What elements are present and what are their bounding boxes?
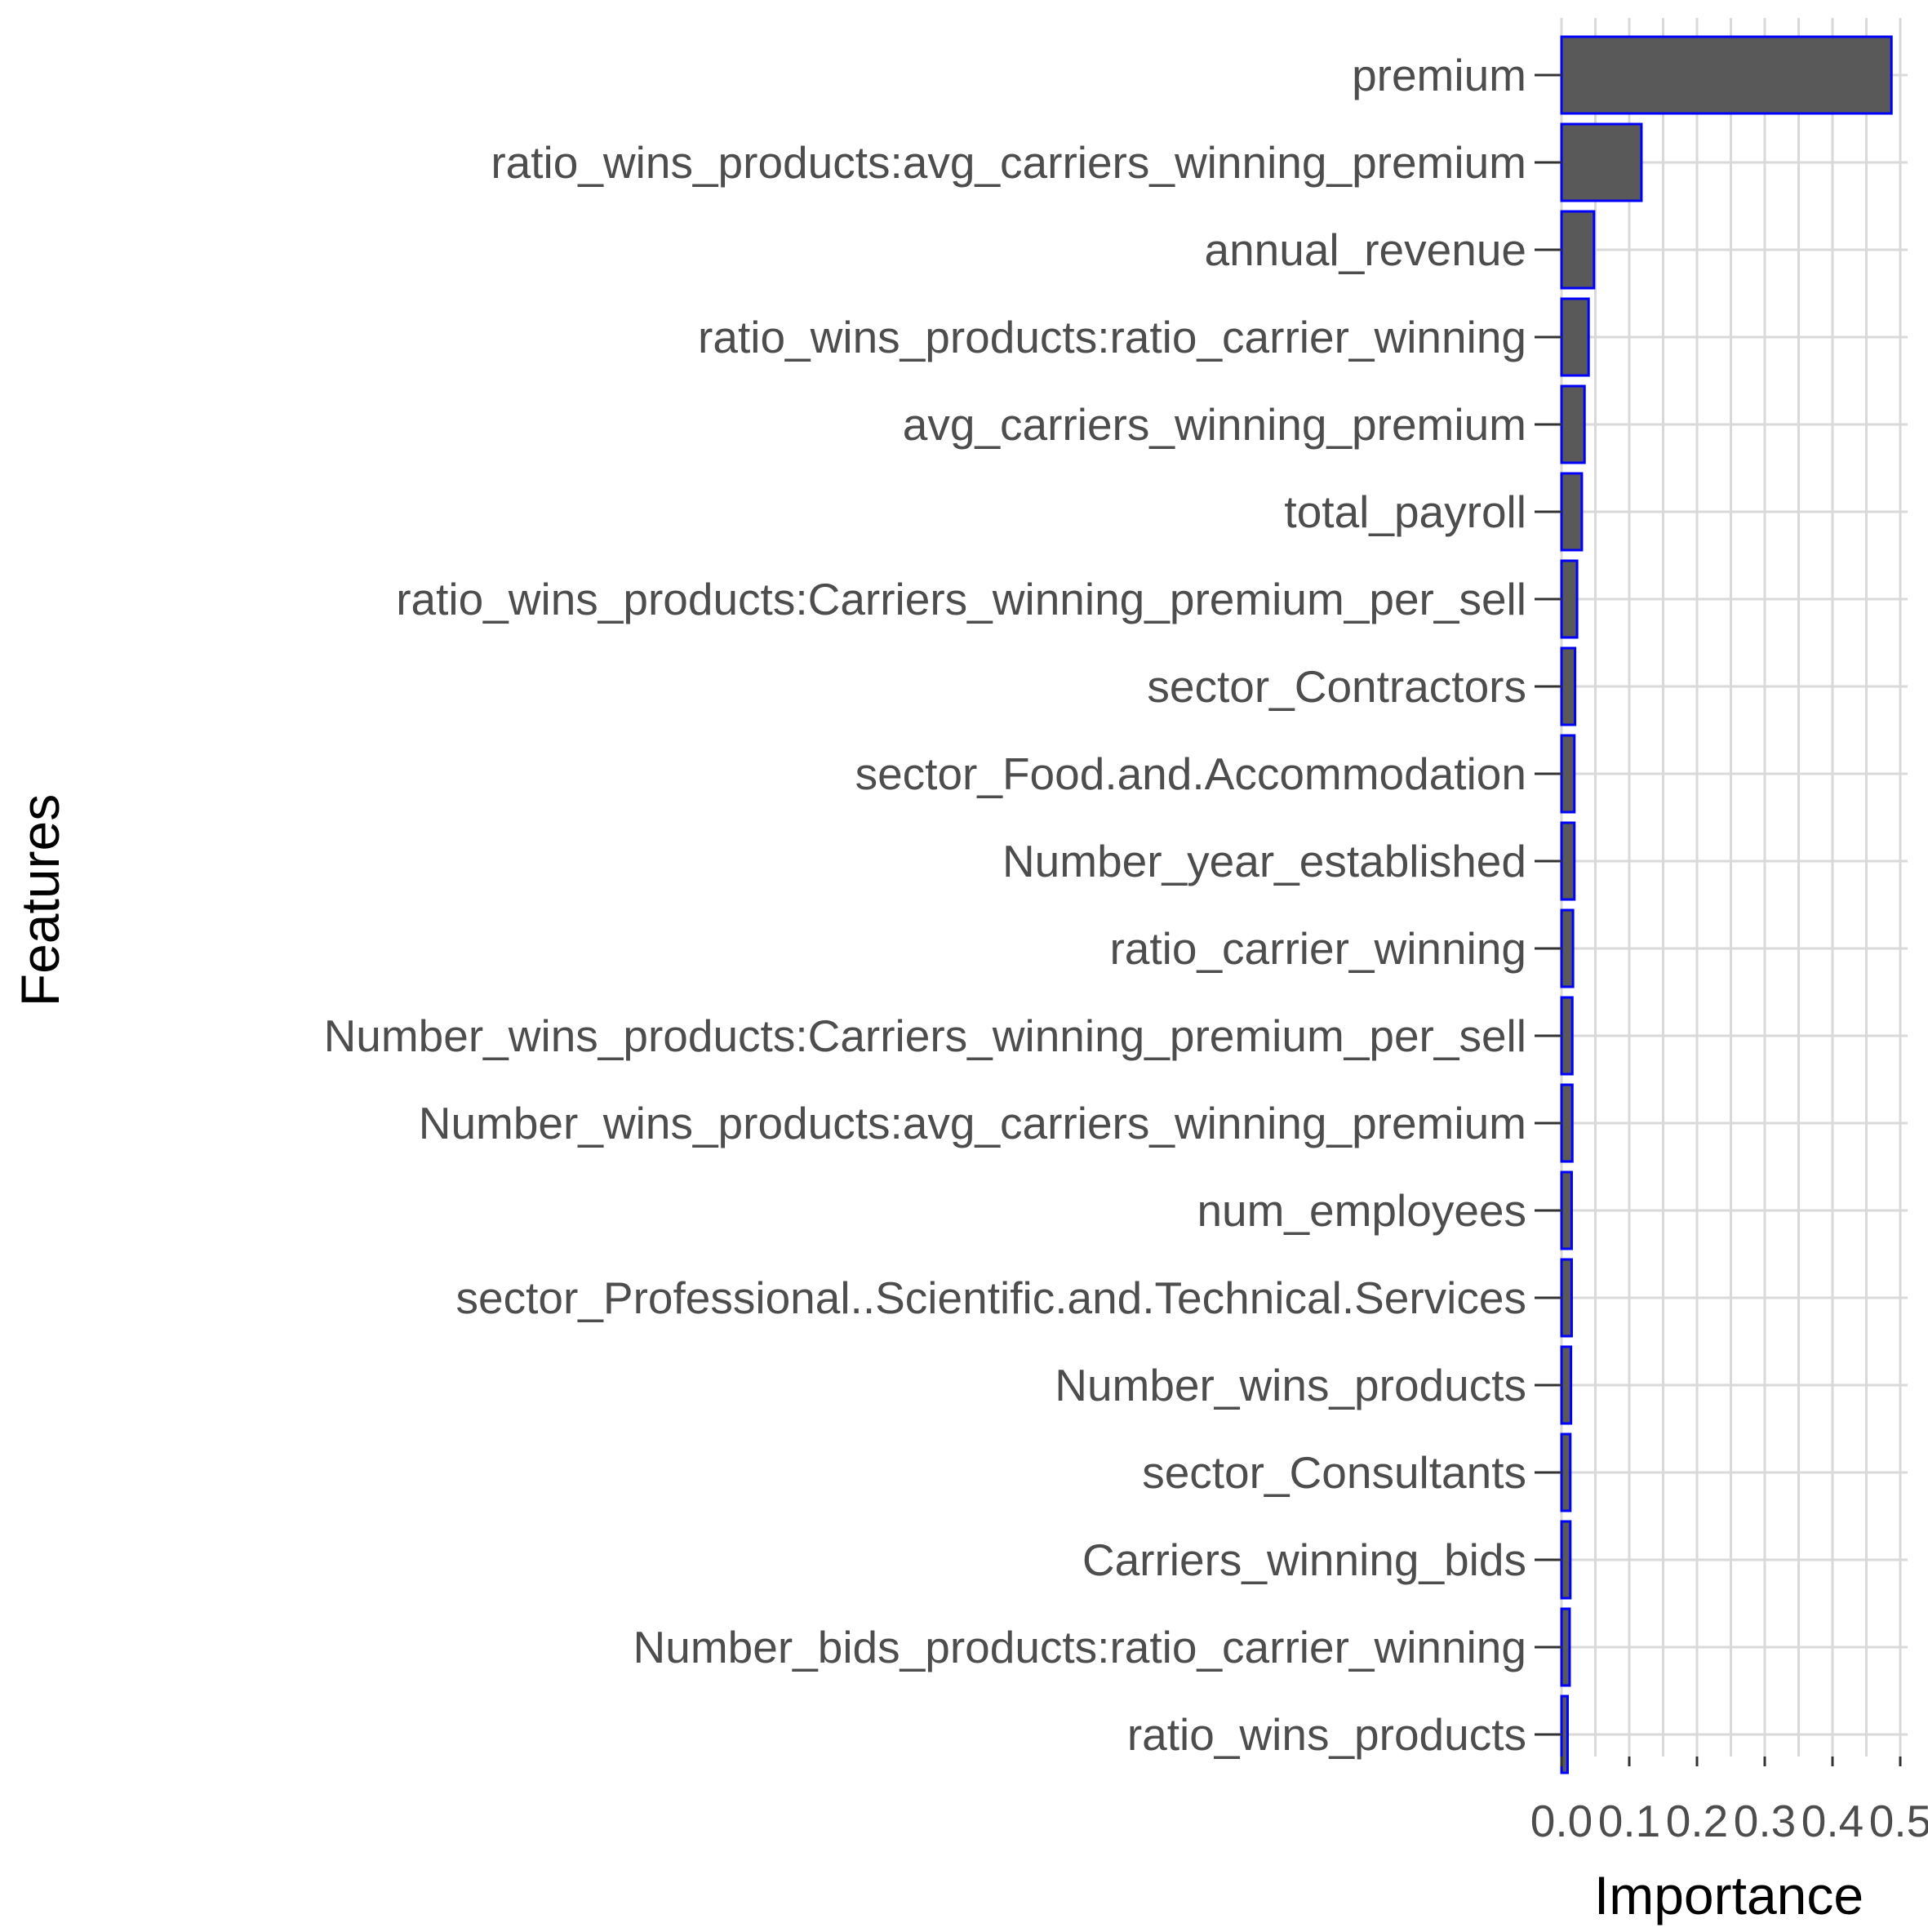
y-tick-label: ratio_wins_products: [1127, 1709, 1526, 1760]
bar: [1560, 1170, 1573, 1250]
bar: [1560, 646, 1577, 726]
y-tick-label: Number_wins_products:Carriers_winning_pr…: [324, 1010, 1526, 1061]
grid-layer: [1560, 18, 1908, 1757]
y-tick-label: Number_year_established: [1002, 836, 1526, 886]
bar: [1560, 1083, 1574, 1163]
x-tick-label: 0.0: [1530, 1796, 1593, 1846]
bar: [1560, 1432, 1572, 1512]
bar: [1560, 1258, 1573, 1338]
bar: [1560, 1607, 1571, 1687]
bar: [1560, 1345, 1573, 1425]
x-axis-title: Importance: [1594, 1865, 1864, 1925]
y-tick-label: sector_Consultants: [1142, 1447, 1526, 1498]
y-tick-label: premium: [1352, 50, 1526, 100]
bar: [1560, 384, 1586, 464]
bar: [1560, 122, 1643, 202]
x-tick-label: 0.2: [1666, 1796, 1728, 1846]
x-tick-label: 0.1: [1598, 1796, 1660, 1846]
x-tick-label: 0.4: [1801, 1796, 1864, 1846]
bar: [1560, 996, 1574, 1076]
y-tick-label: avg_carriers_winning_premium: [903, 399, 1526, 450]
bar: [1560, 210, 1596, 290]
x-tick-label: 0.3: [1734, 1796, 1796, 1846]
y-tick-label: sector_Food.and.Accommodation: [855, 748, 1526, 799]
y-tick-label: annual_revenue: [1204, 224, 1526, 275]
y-tick-label: Number_bids_products:ratio_carrier_winni…: [633, 1622, 1526, 1672]
bar: [1560, 734, 1576, 814]
y-tick-label: Number_wins_products:avg_carriers_winnin…: [419, 1098, 1526, 1148]
y-tick-label: Number_wins_products: [1055, 1360, 1526, 1410]
x-axis: 0.0 0.1 0.2 0.3 0.4 0.5: [1530, 1757, 1928, 1846]
y-axis: premium ratio_wins_products:avg_carriers_…: [324, 50, 1562, 1760]
y-tick-label: ratio_wins_products:ratio_carrier_winnin…: [698, 312, 1526, 362]
bar: [1560, 559, 1579, 639]
y-tick-label: sector_Professional..Scientific.and.Tech…: [456, 1272, 1526, 1323]
y-tick-label: ratio_wins_products:avg_carriers_winning…: [491, 137, 1526, 188]
bar: [1560, 821, 1576, 901]
y-tick-label: ratio_wins_products:Carriers_winning_pre…: [396, 574, 1526, 624]
bar: [1560, 35, 1893, 115]
bar: [1560, 1520, 1572, 1600]
y-tick-label: total_payroll: [1284, 486, 1526, 537]
x-tick-label: 0.5: [1869, 1796, 1928, 1846]
bar: [1560, 297, 1590, 377]
y-tick-label: ratio_carrier_winning: [1109, 923, 1526, 974]
y-tick-label: Carriers_winning_bids: [1082, 1534, 1526, 1585]
y-tick-label: num_employees: [1197, 1185, 1526, 1236]
bar: [1560, 472, 1584, 552]
bars-layer: [1560, 35, 1893, 1774]
y-axis-title: Features: [10, 794, 70, 1006]
bar: [1560, 908, 1575, 988]
y-tick-label: sector_Contractors: [1147, 661, 1526, 712]
